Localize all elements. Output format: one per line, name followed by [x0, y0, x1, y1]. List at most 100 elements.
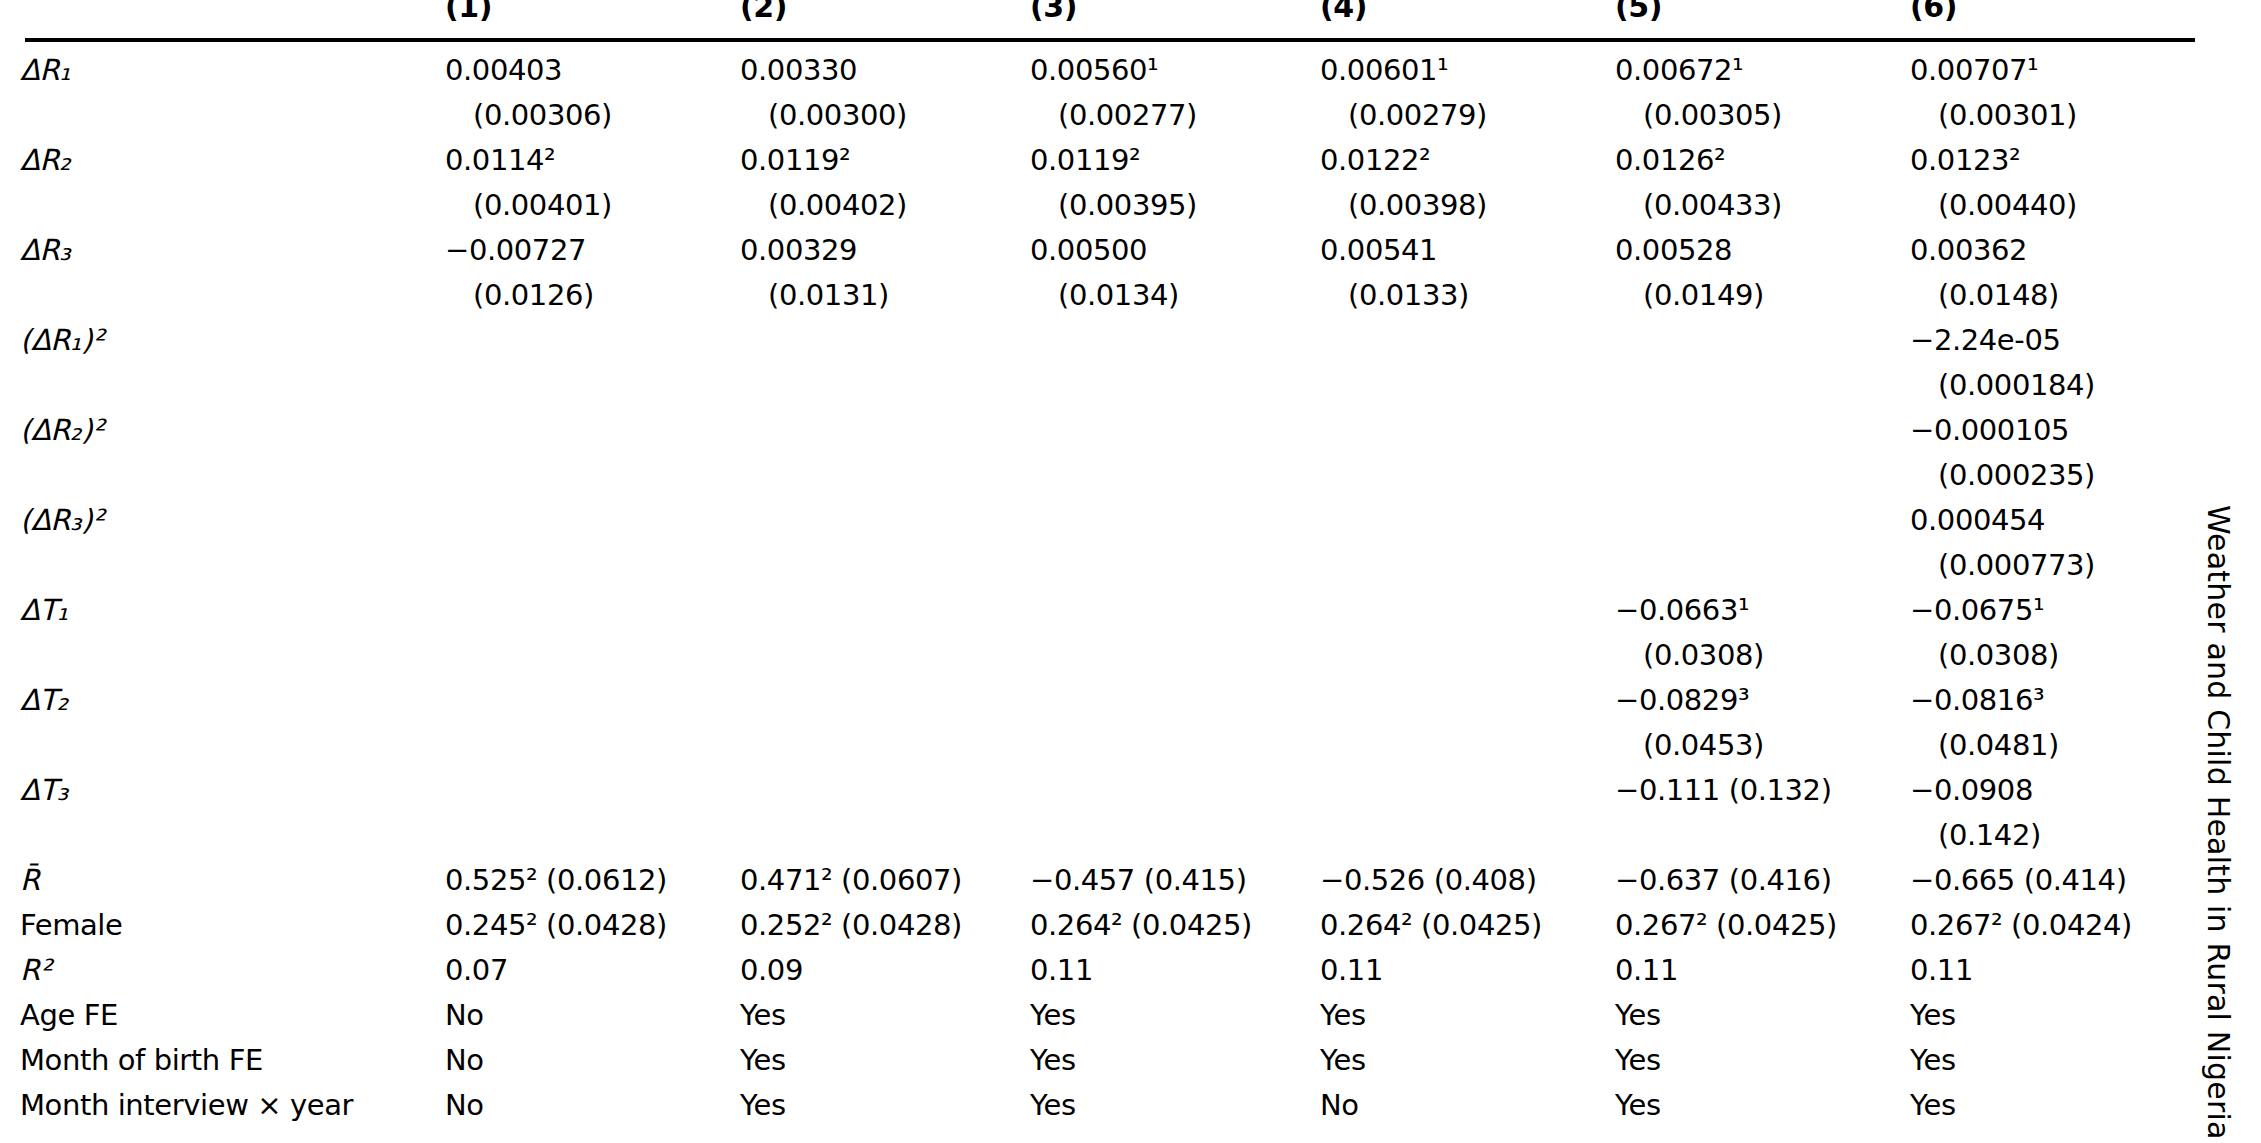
- cell-value: 0.00707¹: [1910, 48, 2261, 93]
- table-cell: 0.0122²(0.00398): [1320, 138, 1615, 228]
- cell-value: 0.267² (0.0425): [1615, 903, 1910, 948]
- table-cell: [740, 678, 1030, 768]
- table-cell: Yes: [1615, 993, 1910, 1038]
- cell-std-error: (0.00398): [1320, 183, 1615, 228]
- table-cell: −0.000105(0.000235): [1910, 408, 2261, 498]
- row-label: (ΔR₃)²: [20, 498, 445, 588]
- table-row: (ΔR₂)²−0.000105(0.000235): [0, 408, 2261, 498]
- cell-std-error: (0.0149): [1615, 273, 1910, 318]
- table-cell: 0.00707¹(0.00301): [1910, 48, 2261, 138]
- cell-value: 0.0114²: [445, 138, 740, 183]
- table-row: Month of birth FENoYesYesYesYesYes: [0, 1038, 2261, 1083]
- column-header: (2): [740, 0, 1030, 28]
- table-cell: [445, 768, 740, 858]
- table-cell: 0.11: [1030, 948, 1320, 993]
- table-cell: 0.0114²(0.00401): [445, 138, 740, 228]
- table-cell: [1320, 498, 1615, 588]
- table-cell: Yes: [740, 993, 1030, 1038]
- table-cell: 0.00330(0.00300): [740, 48, 1030, 138]
- cell-value: 0.07: [445, 948, 740, 993]
- table-cell: [1320, 318, 1615, 408]
- table-cell: [445, 408, 740, 498]
- table-cell: [1320, 768, 1615, 858]
- cell-value: Yes: [1320, 1038, 1615, 1083]
- row-label: ΔR₃: [20, 228, 445, 318]
- table-cell: Yes: [740, 1038, 1030, 1083]
- cell-value: 0.11: [1320, 948, 1615, 993]
- table-row: R²0.070.090.110.110.110.11: [0, 948, 2261, 993]
- row-label: ΔR₂: [20, 138, 445, 228]
- table-cell: 0.00528(0.0149): [1615, 228, 1910, 318]
- table-row: Female0.245² (0.0428)0.252² (0.0428)0.26…: [0, 903, 2261, 948]
- table-cell: Yes: [1320, 1038, 1615, 1083]
- cell-std-error: (0.00306): [445, 93, 740, 138]
- table-cell: [740, 318, 1030, 408]
- cell-value: 0.00601¹: [1320, 48, 1615, 93]
- cell-value: −0.0829³: [1615, 678, 1910, 723]
- cell-value: −0.457 (0.415): [1030, 858, 1320, 903]
- table-cell: [445, 588, 740, 678]
- row-label: Month interview × year: [20, 1083, 445, 1128]
- table-cell: 0.00329(0.0131): [740, 228, 1030, 318]
- table-cell: No: [1320, 1083, 1615, 1128]
- cell-value: Yes: [1030, 1038, 1320, 1083]
- table-cell: 0.525² (0.0612): [445, 858, 740, 903]
- cell-value: Yes: [1615, 993, 1910, 1038]
- table-cell: −0.00727(0.0126): [445, 228, 740, 318]
- cell-std-error: (0.0131): [740, 273, 1030, 318]
- table-cell: 0.11: [1320, 948, 1615, 993]
- table-cell: Yes: [1615, 1038, 1910, 1083]
- row-label: ΔR₁: [20, 48, 445, 138]
- table-cell: −2.24e-05(0.000184): [1910, 318, 2261, 408]
- column-header: (6): [1910, 0, 2261, 28]
- cell-value: 0.11: [1615, 948, 1910, 993]
- cell-std-error: (0.0453): [1615, 723, 1910, 768]
- table-cell: 0.264² (0.0425): [1030, 903, 1320, 948]
- row-label: ΔT₂: [20, 678, 445, 768]
- cell-value: Yes: [1615, 1038, 1910, 1083]
- cell-value: −0.526 (0.408): [1320, 858, 1615, 903]
- cell-value: Yes: [1030, 1083, 1320, 1128]
- cell-value: 0.09: [740, 948, 1030, 993]
- cell-value: 0.264² (0.0425): [1030, 903, 1320, 948]
- cell-value: 0.525² (0.0612): [445, 858, 740, 903]
- table-cell: 0.471² (0.0607): [740, 858, 1030, 903]
- cell-value: 0.11: [1030, 948, 1320, 993]
- table-cell: 0.245² (0.0428): [445, 903, 740, 948]
- table-cell: 0.264² (0.0425): [1320, 903, 1615, 948]
- table-row: Month interview × yearNoYesYesNoYesYes: [0, 1083, 2261, 1128]
- cell-std-error: (0.0308): [1615, 633, 1910, 678]
- cell-std-error: (0.00433): [1615, 183, 1910, 228]
- table-cell: [1030, 768, 1320, 858]
- cell-value: Yes: [1320, 993, 1615, 1038]
- cell-std-error: (0.00440): [1910, 183, 2261, 228]
- table-cell: [445, 498, 740, 588]
- cell-value: 0.00528: [1615, 228, 1910, 273]
- table-cell: [445, 678, 740, 768]
- table-cell: −0.637 (0.416): [1615, 858, 1910, 903]
- row-label: Female: [20, 903, 445, 948]
- column-header: (4): [1320, 0, 1615, 28]
- table-row: R̄0.525² (0.0612)0.471² (0.0607)−0.457 (…: [0, 858, 2261, 903]
- cell-std-error: (0.00301): [1910, 93, 2261, 138]
- column-header: (3): [1030, 0, 1320, 28]
- cell-value: −2.24e-05: [1910, 318, 2261, 363]
- row-label: ΔT₁: [20, 588, 445, 678]
- table-cell: 0.0119²(0.00395): [1030, 138, 1320, 228]
- cell-value: 0.0122²: [1320, 138, 1615, 183]
- cell-value: 0.471² (0.0607): [740, 858, 1030, 903]
- table-cell: 0.00672¹(0.00305): [1615, 48, 1910, 138]
- cell-value: −0.637 (0.416): [1615, 858, 1910, 903]
- table-cell: [1320, 408, 1615, 498]
- cell-std-error: (0.000235): [1910, 453, 2261, 498]
- header-spacer: [20, 0, 445, 28]
- cell-std-error: (0.00402): [740, 183, 1030, 228]
- table-cell: 0.0119²(0.00402): [740, 138, 1030, 228]
- page-side-title: Weather and Child Health in Rural Nigeri…: [2196, 505, 2240, 1140]
- table-row: ΔR₃−0.00727(0.0126)0.00329(0.0131)0.0050…: [0, 228, 2261, 318]
- table-cell: 0.09: [740, 948, 1030, 993]
- table-cell: 0.252² (0.0428): [740, 903, 1030, 948]
- paper-page: (1)(2)(3)(4)(5)(6) ΔR₁0.00403(0.00306)0.…: [0, 0, 2261, 1143]
- table-cell: −0.0663¹(0.0308): [1615, 588, 1910, 678]
- table-cell: 0.00601¹(0.00279): [1320, 48, 1615, 138]
